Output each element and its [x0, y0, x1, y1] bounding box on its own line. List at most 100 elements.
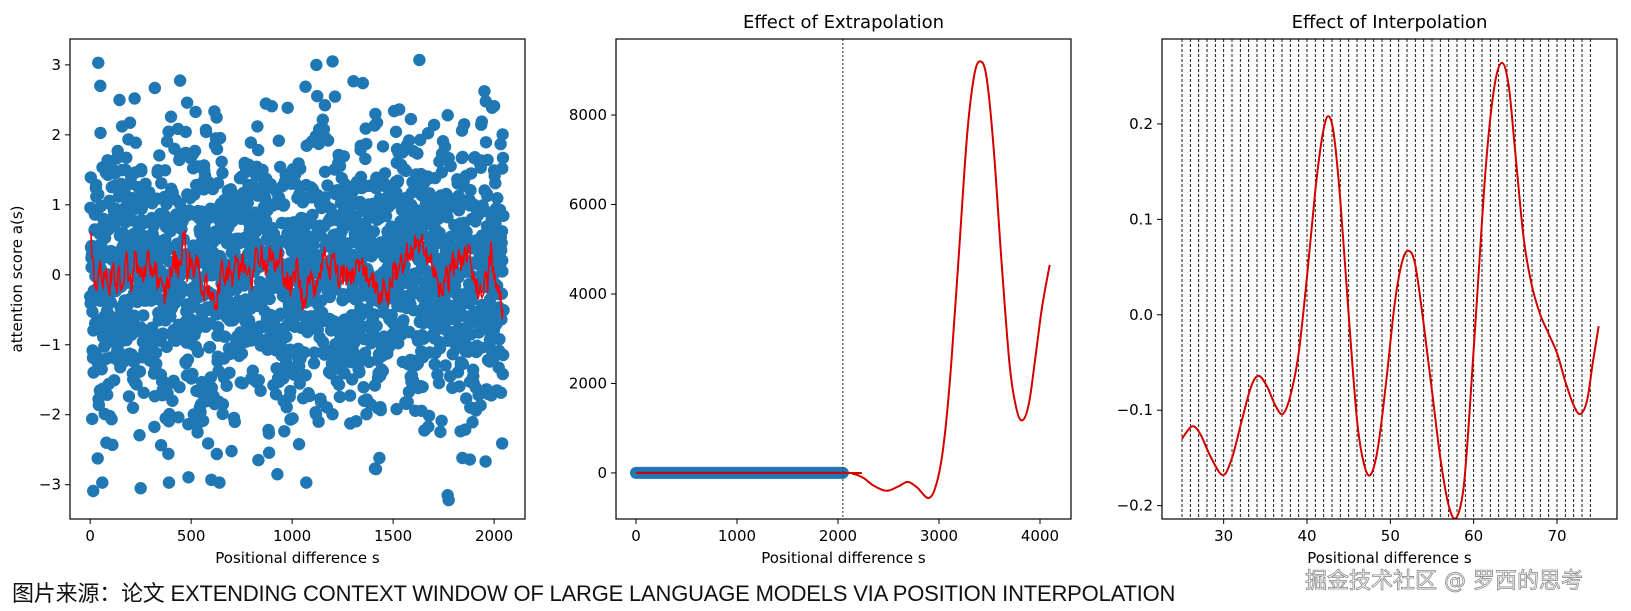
scatter-point-outlier — [495, 162, 509, 175]
scatter-point — [347, 75, 360, 88]
x-tick-label: 0 — [85, 527, 95, 545]
scatter-point — [493, 333, 506, 346]
panel-extrapolation: Effect of Extrapolation 0 1000 2000 3000 400… — [569, 12, 1072, 567]
y-tick-label: 8000 — [569, 106, 607, 124]
scatter-point — [135, 165, 148, 178]
scatter-point — [154, 439, 168, 452]
scatter-point — [333, 390, 346, 404]
y-tick-label: 0.1 — [1129, 210, 1153, 228]
scatter-point — [188, 144, 202, 158]
scatter-point — [303, 389, 316, 403]
scatter-point — [191, 426, 204, 439]
scatter-point — [101, 388, 114, 401]
scatter-point — [188, 188, 201, 201]
y-tick-label: 0 — [597, 464, 607, 482]
scatter-point-outlier — [87, 484, 100, 498]
panel-attention-scores: 0 500 1000 1500 2000 3 2 1 0 −1 −2 −3 Positional di… — [8, 38, 526, 567]
scatter-point — [433, 342, 447, 355]
scatter-point — [134, 321, 148, 334]
scatter-point — [416, 380, 429, 394]
scatter-point — [378, 167, 392, 180]
scatter-point — [210, 447, 223, 461]
plot-area — [629, 39, 1051, 519]
scatter-point — [262, 446, 276, 459]
scatter-point — [122, 390, 136, 403]
y-tick-label: −0.1 — [1117, 401, 1153, 419]
figure-caption: 图片来源：论文 EXTENDING CONTEXT WINDOW OF LARG… — [12, 581, 1176, 606]
scatter-point — [254, 384, 267, 397]
scatter-point — [220, 379, 233, 392]
scatter-point — [321, 134, 335, 147]
scatter-point — [441, 109, 454, 122]
y-tick-label: 6000 — [569, 196, 607, 214]
scatter-point — [479, 455, 492, 468]
scatter-point — [357, 381, 370, 394]
scatter-point — [108, 374, 121, 387]
scatter-point — [277, 198, 291, 211]
plot-content — [629, 39, 1051, 519]
scatter-point — [173, 74, 187, 87]
scatter-point — [332, 378, 346, 391]
scatter-point — [210, 142, 224, 156]
x-tick-label: 0 — [631, 527, 641, 545]
x-tick-label: 1500 — [374, 527, 412, 545]
scatter-point — [389, 125, 403, 138]
scatter-point — [137, 386, 150, 399]
scatter-point — [422, 409, 436, 422]
watermark: 掘金技术社区 @ 罗西的思考 — [1305, 569, 1584, 595]
scatter-point — [196, 414, 210, 427]
y-tick-label: −0.2 — [1117, 497, 1153, 515]
scatter-point — [182, 471, 195, 484]
scatter-point — [456, 150, 469, 164]
x-tick-label: 1000 — [273, 527, 311, 545]
y-tick-label: 0.0 — [1129, 306, 1153, 324]
scatter-point — [162, 447, 175, 460]
scatter-point — [116, 226, 130, 240]
scatter-series — [84, 53, 510, 507]
scatter-point — [130, 378, 143, 391]
x-tick-label: 70 — [1547, 527, 1566, 545]
scatter-point — [210, 111, 223, 124]
scatter-point — [401, 395, 414, 409]
scatter-point — [228, 415, 241, 429]
moving-average-line — [89, 230, 504, 320]
scatter-point — [434, 425, 447, 439]
y-tick-label: −2 — [39, 406, 61, 424]
scatter-point — [458, 118, 471, 131]
scatter-point — [252, 453, 265, 467]
scatter-point — [393, 103, 406, 116]
x-tick-label: 50 — [1381, 527, 1400, 545]
scatter-point — [312, 415, 325, 428]
scatter-point — [479, 136, 493, 149]
plot-content — [84, 53, 510, 507]
scatter-point — [497, 209, 510, 222]
scatter-point — [439, 359, 452, 372]
scatter-point — [203, 340, 217, 354]
scatter-point — [466, 416, 479, 429]
scatter-point — [92, 398, 106, 412]
scatter-point — [316, 113, 329, 126]
scatter-point — [129, 136, 142, 149]
scatter-point — [158, 164, 172, 177]
scatter-point — [311, 89, 324, 103]
scatter-point — [402, 385, 416, 399]
scatter-point — [91, 452, 104, 465]
scatter-point — [373, 451, 386, 465]
y-tick-label: 2000 — [569, 374, 607, 392]
scatter-point — [333, 159, 347, 173]
scatter-point — [168, 142, 181, 155]
scatter-point — [497, 348, 510, 362]
scatter-point — [173, 197, 187, 210]
scatter-point — [111, 144, 124, 158]
scatter-point — [453, 380, 466, 393]
scatter-point — [318, 99, 332, 112]
scatter-point — [497, 304, 510, 317]
scatter-point — [272, 134, 285, 147]
scatter-point — [89, 178, 103, 192]
plot-area — [84, 53, 510, 507]
scatter-point-outlier — [92, 56, 105, 69]
scatter-point — [399, 164, 413, 178]
scatter-point — [126, 401, 140, 414]
scatter-point — [359, 152, 372, 166]
scatter-point — [435, 414, 448, 427]
